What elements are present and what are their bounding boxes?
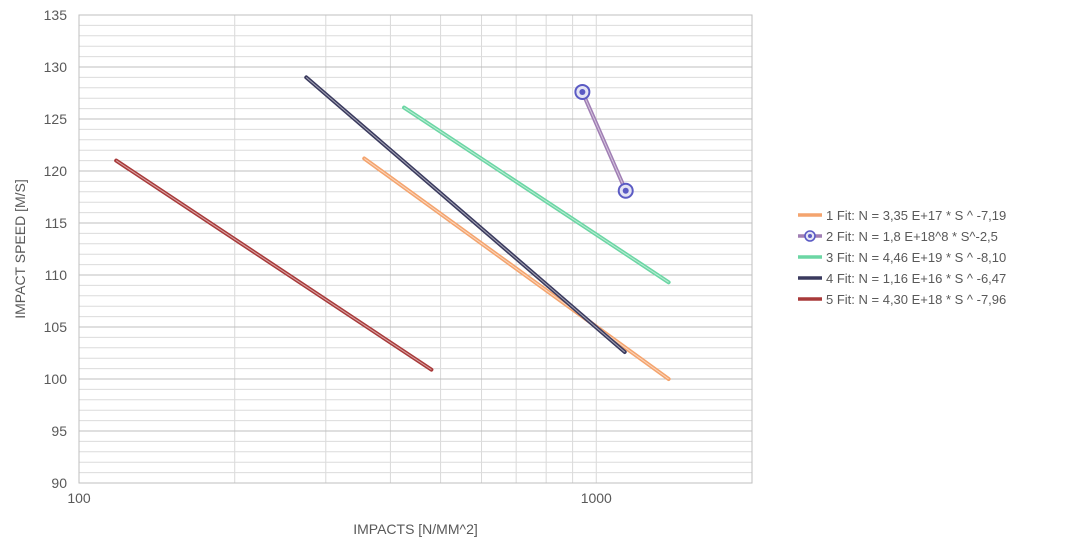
series-1 [362, 156, 671, 381]
legend-item-4: 4 Fit: N = 1,16 E+16 * S ^ -6,47 [798, 271, 1006, 286]
series-line-highlight [403, 107, 669, 283]
y-tick-label: 110 [45, 267, 68, 283]
series-5 [114, 158, 434, 372]
y-tick-label: 90 [51, 475, 67, 491]
y-tick-label: 100 [44, 371, 68, 387]
legend: 1 Fit: N = 3,35 E+17 * S ^ -7,19 2 Fit: N… [798, 208, 1006, 307]
y-tick-label: 135 [44, 7, 68, 23]
x-tick-label: 100 [67, 490, 91, 506]
y-tick-label: 105 [44, 319, 68, 335]
legend-item-1: 1 Fit: N = 3,35 E+17 * S ^ -7,19 [798, 208, 1006, 223]
y-tick-label: 125 [44, 111, 68, 127]
legend-label: 3 Fit: N = 4,46 E+19 * S ^ -8,10 [826, 250, 1006, 265]
legend-item-2: 2 Fit: N = 1,8 E+18^8 * S^-2,5 [798, 229, 998, 244]
legend-label: 1 Fit: N = 3,35 E+17 * S ^ -7,19 [826, 208, 1006, 223]
y-tick-label: 130 [44, 59, 68, 75]
series-line-highlight [305, 77, 626, 353]
series-layer [114, 75, 671, 381]
series-line-highlight [363, 158, 669, 380]
series-line-highlight [581, 91, 627, 191]
legend-label: 2 Fit: N = 1,8 E+18^8 * S^-2,5 [826, 229, 998, 244]
series-line-highlight [115, 160, 432, 371]
legend-item-3: 3 Fit: N = 4,46 E+19 * S ^ -8,10 [798, 250, 1006, 265]
y-tick-label: 95 [51, 423, 67, 439]
x-axis-title: IMPACTS [N/MM^2] [353, 521, 478, 537]
legend-item-5: 5 Fit: N = 4,30 E+18 * S ^ -7,96 [798, 292, 1006, 307]
x-axis-ticks: 100 1000 [67, 490, 612, 506]
series-3 [402, 105, 671, 285]
y-axis-title: IMPACT SPEED [M/S] [12, 179, 28, 319]
plot-area [78, 14, 753, 484]
y-tick-label: 120 [44, 163, 68, 179]
x-tick-label: 1000 [581, 490, 612, 506]
series-2 [574, 83, 634, 199]
y-axis-ticks: 90 95 100 105 110 115 120 125 130 135 [44, 7, 68, 491]
grid [79, 14, 752, 484]
series-4 [304, 75, 627, 354]
data-point [617, 182, 634, 199]
y-tick-label: 115 [45, 215, 68, 231]
legend-label: 4 Fit: N = 1,16 E+16 * S ^ -6,47 [826, 271, 1006, 286]
legend-label: 5 Fit: N = 4,30 E+18 * S ^ -7,96 [826, 292, 1006, 307]
data-point [574, 83, 591, 100]
